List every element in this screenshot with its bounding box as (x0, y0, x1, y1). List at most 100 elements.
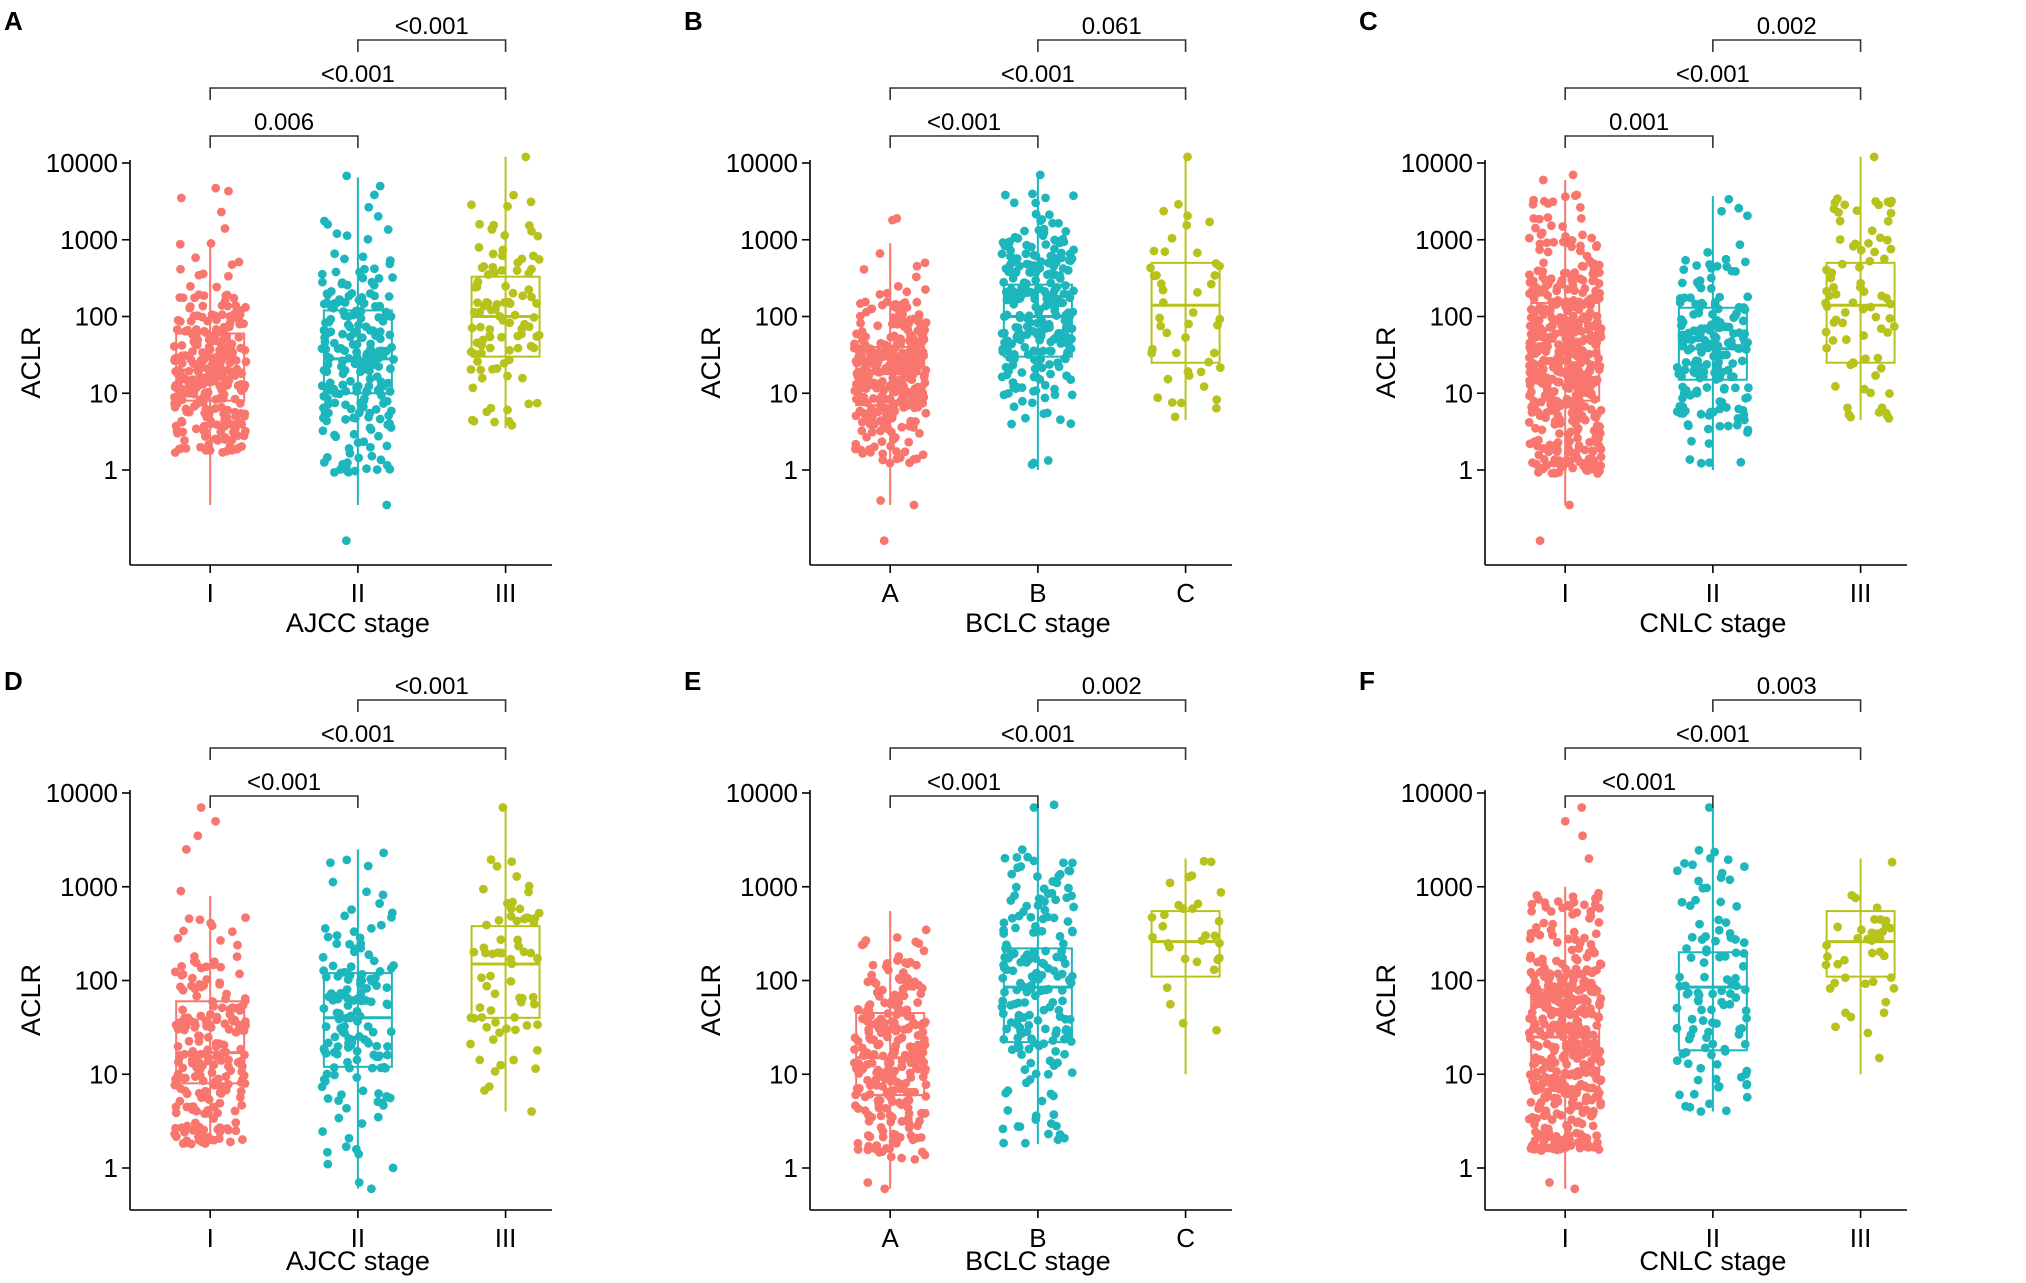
x-tick-label: I (1562, 1223, 1569, 1253)
data-point (199, 326, 209, 336)
data-point (467, 323, 477, 333)
data-point (383, 225, 393, 234)
data-point (490, 417, 499, 427)
data-point (1212, 395, 1222, 405)
data-point (909, 314, 919, 324)
data-point (359, 437, 369, 447)
data-point (1031, 275, 1041, 285)
data-point (1859, 331, 1869, 340)
data-point (1881, 408, 1891, 418)
data-point (185, 303, 195, 313)
data-point (1055, 274, 1065, 283)
data-point (365, 442, 375, 452)
data-point (1063, 266, 1073, 275)
data-point (913, 382, 923, 392)
data-point (175, 1053, 184, 1062)
data-point (1730, 383, 1740, 393)
data-point (1184, 371, 1194, 380)
data-point (1579, 461, 1588, 471)
data-point (1019, 278, 1029, 288)
data-point (335, 465, 345, 474)
data-point (1534, 315, 1544, 325)
data-point (1840, 973, 1850, 983)
data-point (1036, 331, 1046, 341)
data-point (369, 956, 379, 966)
data-point (1065, 311, 1075, 321)
data-point (1048, 218, 1057, 228)
data-point (1711, 936, 1720, 946)
data-point (854, 1069, 864, 1078)
y-tick-label: 10000 (46, 148, 118, 178)
data-point (1591, 413, 1601, 422)
data-point (229, 293, 239, 303)
data-point (1002, 370, 1012, 380)
data-point (363, 1022, 373, 1031)
data-point (323, 352, 333, 362)
data-point (1672, 407, 1682, 416)
data-point (850, 1101, 860, 1111)
data-point (178, 1005, 188, 1015)
data-point (494, 916, 504, 925)
data-point (188, 1046, 198, 1056)
data-point (1562, 1060, 1572, 1069)
data-point (317, 381, 327, 391)
data-point (1549, 1083, 1559, 1093)
significance-bracket: <0.001 (889, 721, 1187, 760)
data-point (1056, 238, 1065, 247)
data-point (1012, 985, 1022, 995)
data-point (1568, 283, 1578, 293)
data-point (517, 329, 526, 339)
data-point (1031, 209, 1041, 219)
data-point (1822, 343, 1832, 353)
data-point (338, 1027, 348, 1037)
data-point (364, 412, 374, 422)
data-point (917, 337, 927, 347)
data-point (886, 441, 896, 451)
data-point (352, 1055, 362, 1065)
data-point (911, 395, 921, 404)
data-point (891, 299, 900, 309)
data-point (466, 1013, 476, 1022)
data-point (1592, 323, 1602, 333)
data-point (470, 349, 480, 359)
data-point (1167, 398, 1177, 407)
data-point (233, 431, 243, 441)
data-point (203, 1093, 213, 1103)
data-point (1038, 914, 1048, 924)
data-point (171, 1132, 181, 1142)
data-point (1182, 220, 1192, 230)
data-point (1564, 1130, 1574, 1140)
data-point (1005, 237, 1015, 247)
data-point (379, 848, 389, 858)
data-point (1201, 931, 1210, 940)
data-point (1059, 858, 1068, 868)
data-point (1031, 1069, 1041, 1079)
data-point (1568, 892, 1578, 902)
data-point (921, 318, 931, 327)
data-point (998, 973, 1008, 983)
data-point (1579, 995, 1588, 1005)
data-point (1734, 302, 1744, 312)
data-point (374, 346, 384, 356)
y-tick-label: 1 (1459, 1153, 1473, 1183)
box-group (1672, 194, 1753, 470)
data-point (1573, 1066, 1583, 1076)
data-point (216, 340, 226, 349)
outlier-point (341, 536, 351, 546)
data-point (1736, 457, 1746, 467)
data-point (1725, 875, 1735, 885)
data-point (892, 380, 901, 390)
data-point (1823, 952, 1832, 961)
data-point (344, 291, 354, 301)
data-point (1174, 900, 1184, 910)
data-point (1886, 208, 1896, 218)
data-point (887, 1097, 897, 1107)
data-point (1700, 335, 1710, 345)
data-point (1036, 354, 1046, 364)
data-point (885, 394, 895, 404)
data-point (1538, 1141, 1548, 1151)
data-point (240, 1017, 250, 1026)
data-point (224, 271, 233, 281)
p-value-label: 0.002 (1082, 673, 1142, 700)
